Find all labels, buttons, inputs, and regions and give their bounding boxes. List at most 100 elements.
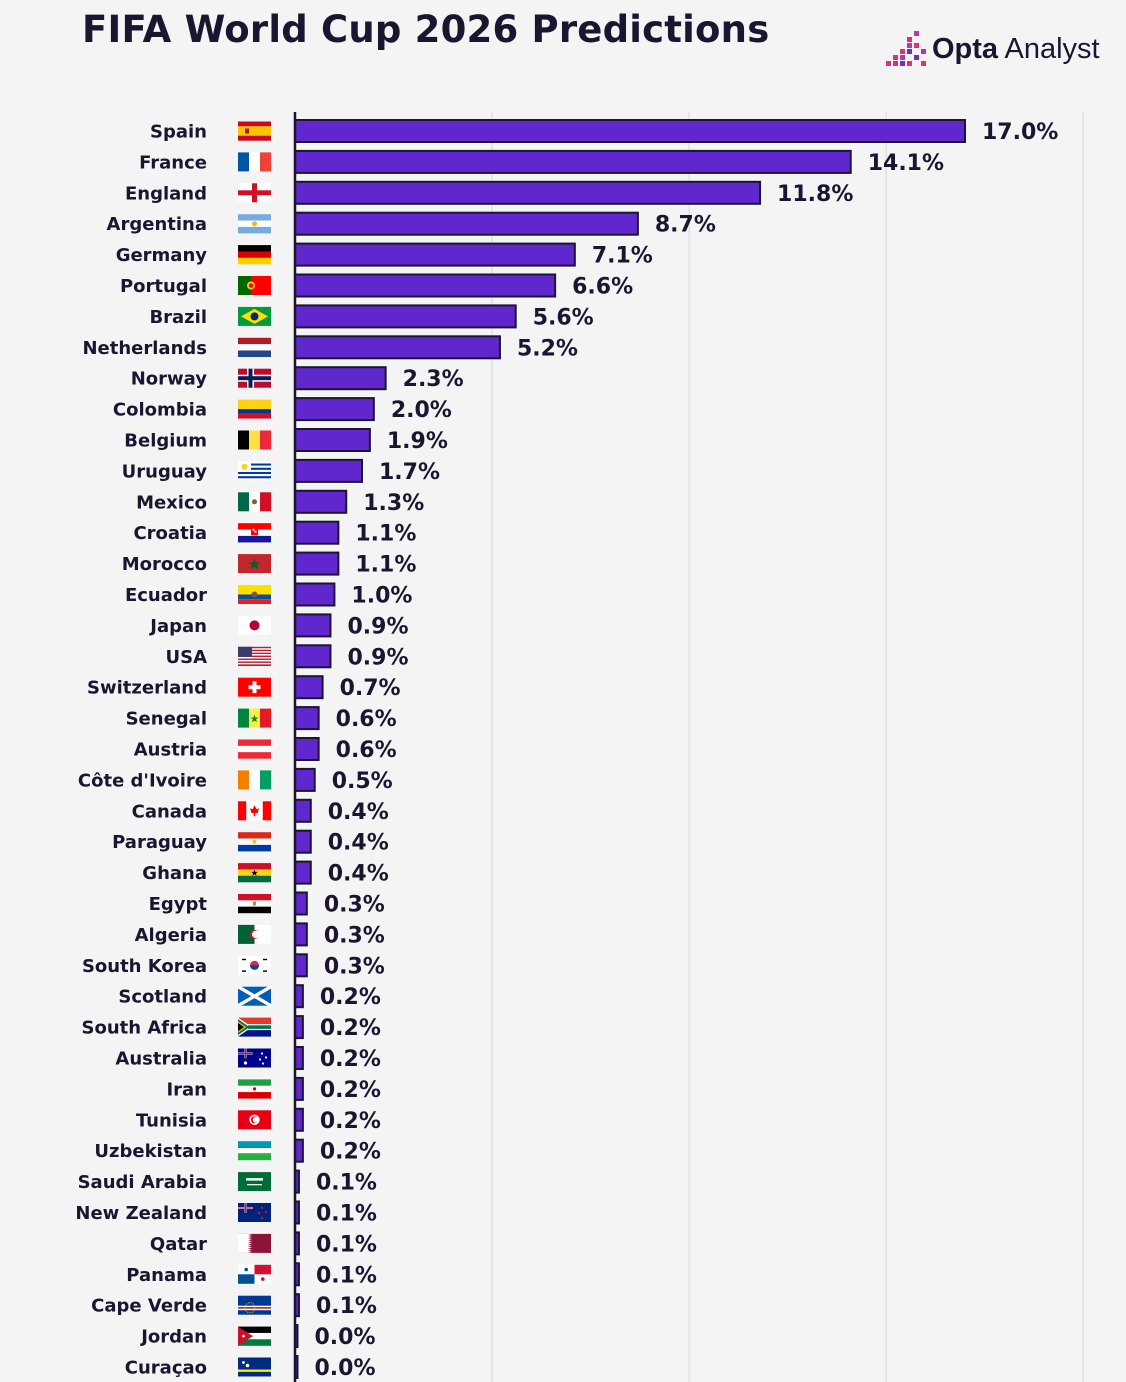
country-label: Australia	[115, 1049, 207, 1070]
value-label: 0.4%	[328, 831, 389, 856]
norway-flag-icon	[238, 368, 271, 388]
japan-flag-icon	[238, 615, 271, 635]
usa-flag-icon	[238, 646, 271, 666]
country-label: Spain	[150, 122, 207, 143]
country-label: Algeria	[135, 925, 207, 946]
country-label: Tunisia	[136, 1110, 207, 1131]
value-label: 1.1%	[355, 522, 416, 547]
bar-colombia	[294, 397, 375, 422]
cote-divoire-flag-icon	[238, 770, 272, 790]
bar-morocco	[294, 551, 340, 576]
country-label: Ghana	[142, 863, 207, 884]
value-label: 2.0%	[391, 398, 452, 423]
value-label: 0.9%	[347, 614, 408, 639]
value-label: 2.3%	[403, 367, 464, 392]
bar-netherlands	[294, 335, 501, 360]
country-label: South Africa	[82, 1018, 207, 1039]
value-label: 0.4%	[328, 800, 389, 825]
country-label: Morocco	[122, 554, 207, 575]
value-label: 1.7%	[379, 460, 440, 485]
egypt-flag-icon	[238, 894, 271, 914]
country-label: Portugal	[120, 276, 207, 297]
bar-senegal	[294, 706, 320, 731]
argentina-flag-icon	[238, 214, 271, 234]
panama-flag-icon	[238, 1264, 271, 1284]
south-korea-flag-icon	[238, 955, 271, 975]
value-label: 0.9%	[347, 645, 408, 670]
ghana-flag-icon	[238, 863, 271, 883]
value-label: 0.1%	[316, 1232, 377, 1257]
value-label: 5.2%	[517, 336, 578, 361]
canada-flag-icon	[238, 801, 272, 821]
value-label: 0.0%	[315, 1356, 376, 1381]
value-label: 0.2%	[320, 985, 381, 1010]
country-label: Mexico	[136, 492, 207, 513]
opta-logo-icon	[886, 31, 926, 66]
paraguay-flag-icon	[238, 832, 271, 852]
bar-mexico	[294, 489, 348, 514]
scotland-flag-icon	[237, 985, 272, 1008]
value-label: 1.0%	[351, 584, 412, 609]
country-label: Côte d'Ivoire	[78, 770, 207, 791]
value-label: 0.0%	[315, 1325, 376, 1350]
senegal-flag-icon	[238, 708, 272, 728]
value-label: 5.6%	[533, 305, 594, 330]
colombia-flag-icon	[238, 399, 271, 419]
brazil-flag-icon	[238, 306, 271, 326]
uzbekistan-flag-icon	[238, 1141, 271, 1161]
value-label: 8.7%	[655, 213, 716, 238]
value-label: 7.1%	[592, 244, 653, 269]
country-label: England	[125, 183, 207, 204]
france-flag-icon	[238, 152, 272, 172]
opta-analyst-logo: Opta Analyst	[884, 28, 1100, 70]
spain-flag-icon	[238, 121, 271, 141]
value-label: 14.1%	[868, 151, 944, 176]
saudi-arabia-flag-icon	[238, 1172, 271, 1192]
value-label: 1.3%	[363, 491, 424, 516]
country-label: South Korea	[82, 956, 207, 977]
country-label: Panama	[126, 1265, 207, 1286]
country-label: Egypt	[149, 894, 208, 915]
bar-japan	[294, 613, 332, 638]
cape-verde-flag-icon	[238, 1295, 271, 1315]
iran-flag-icon	[238, 1079, 271, 1099]
value-label: 0.6%	[336, 707, 397, 732]
chart-title: FIFA World Cup 2026 Predictions	[82, 8, 770, 51]
country-label: Scotland	[118, 987, 207, 1008]
country-label: Uruguay	[122, 461, 208, 482]
country-label: Saudi Arabia	[78, 1172, 207, 1193]
bar-switzerland	[294, 675, 324, 700]
brand-name: Opta Analyst	[932, 32, 1100, 65]
value-label: 1.9%	[387, 429, 448, 454]
country-label: Curaçao	[125, 1358, 207, 1379]
value-label: 0.7%	[340, 676, 401, 701]
country-label: Brazil	[149, 307, 207, 328]
morocco-flag-icon	[238, 554, 271, 574]
algeria-flag-icon	[238, 924, 272, 944]
bar-usa	[294, 644, 332, 669]
value-label: 0.6%	[336, 738, 397, 763]
netherlands-flag-icon	[238, 337, 271, 357]
bar-brazil	[294, 304, 517, 329]
value-label: 0.1%	[316, 1294, 377, 1319]
bar-austria	[294, 737, 320, 761]
bar-norway	[294, 366, 387, 391]
bar-egypt	[294, 891, 308, 916]
country-label: Croatia	[133, 523, 207, 544]
country-label: Argentina	[107, 214, 207, 235]
qatar-flag-icon	[238, 1233, 271, 1253]
country-label: Uzbekistan	[94, 1141, 207, 1162]
country-label: France	[139, 152, 207, 173]
value-label: 11.8%	[777, 182, 853, 207]
bar-portugal	[294, 273, 557, 298]
country-label: Iran	[166, 1079, 207, 1100]
value-label: 0.3%	[324, 923, 385, 948]
value-label: 0.1%	[316, 1263, 377, 1288]
value-label: 0.2%	[320, 1016, 381, 1041]
germany-flag-icon	[238, 245, 271, 265]
value-label: 17.0%	[982, 120, 1058, 145]
country-label: Senegal	[126, 709, 207, 730]
bar-england	[294, 180, 762, 205]
switzerland-flag-icon	[238, 677, 271, 697]
country-label: Ecuador	[125, 585, 207, 606]
